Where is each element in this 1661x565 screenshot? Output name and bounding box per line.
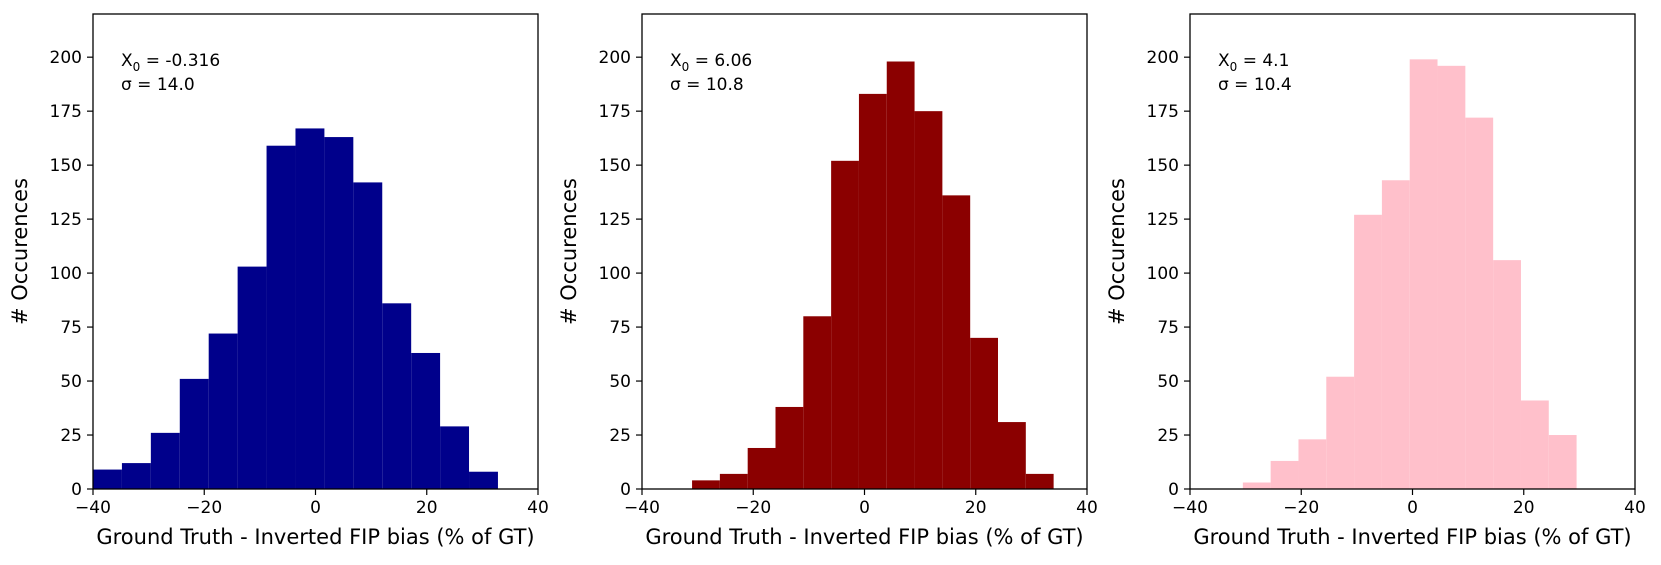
y-tick-label: 200 [1147,48,1179,68]
histogram-bar [1298,439,1327,489]
y-tick-label: 200 [599,48,631,68]
y-tick-label: 50 [60,372,82,392]
annotation-x0: X0 = 6.06 [670,51,752,74]
y-tick-label: 75 [609,318,631,338]
x-tick-label: −20 [186,498,222,518]
x-tick-label: −20 [1283,498,1319,518]
histogram-bar [1520,400,1549,489]
y-tick-label: 100 [50,264,82,284]
histogram-bar [747,447,776,489]
y-tick-label: 0 [620,480,631,500]
y-tick-label: 0 [1168,480,1179,500]
y-tick-label: 50 [1157,372,1179,392]
x-tick-label: 40 [527,498,549,518]
histogram-bar [237,266,267,489]
y-tick-label: 150 [599,156,631,176]
y-tick-label: 25 [1157,426,1179,446]
histogram-bar [382,303,412,489]
y-tick-label: 100 [1147,264,1179,284]
y-tick-label: 100 [599,264,631,284]
histogram-bar [1409,59,1438,489]
histogram-bar [1242,482,1271,489]
annotation-sigma: σ = 10.8 [670,75,744,95]
histogram-bar [324,137,354,489]
x-tick-label: −40 [1172,498,1208,518]
annotation-x0: X0 = -0.316 [121,51,220,74]
histogram-bar [179,378,209,489]
histogram-bar [719,473,748,489]
histogram-bar [93,469,122,489]
histogram-bar [353,182,383,489]
histogram-bar [411,352,441,489]
y-axis-label: # Occurences [1105,178,1129,325]
histogram-panel-2: −40 −20 0 20 40 0 25 50 75 100 125 150 175 200 Ground … [557,13,1098,549]
histogram-bar [942,195,971,489]
y-tick-label: 200 [50,48,82,68]
y-tick-label: 175 [50,102,82,122]
histogram-bar [150,432,180,489]
histogram-bar [1025,473,1054,489]
histogram-bar [1465,117,1494,490]
y-tick-label: 125 [1147,210,1179,230]
x-tick-label: 40 [1624,498,1646,518]
histogram-bar [914,111,943,489]
histogram-bar [692,480,720,489]
x-tick-label: 20 [1513,498,1535,518]
y-tick-label: 25 [60,426,82,446]
y-tick-label: 0 [71,480,82,500]
histogram-bar [1381,180,1410,489]
histogram-bar [831,160,859,489]
histogram-bar [858,93,887,490]
histogram-bar [970,337,998,489]
x-tick-label: 20 [965,498,987,518]
x-tick-label: −40 [75,498,111,518]
x-tick-label: 0 [1407,498,1418,518]
annotation-sigma: σ = 10.4 [1218,75,1292,95]
y-tick-label: 50 [609,372,631,392]
histogram-bar [469,471,498,489]
y-tick-label: 175 [1147,102,1179,122]
histogram-bar [775,406,804,489]
histogram-bar [1270,460,1299,489]
histogram-bar [295,128,325,489]
y-tick-label: 150 [1147,156,1179,176]
x-tick-label: 20 [416,498,438,518]
y-tick-label: 125 [599,210,631,230]
annotation-x0: X0 = 4.1 [1218,51,1289,74]
y-tick-label: 175 [599,102,631,122]
histogram-bar [121,463,151,489]
y-axis-label: # Occurences [557,178,581,325]
y-tick-label: 150 [50,156,82,176]
histogram-bar [1548,435,1577,489]
histogram-bar [440,426,470,489]
annotation-sigma: σ = 14.0 [121,75,195,95]
y-tick-label: 75 [60,318,82,338]
x-tick-label: 0 [859,498,870,518]
x-axis-label: Ground Truth - Inverted FIP bias (% of G… [1193,525,1631,549]
histogram-panel-1: −40 −20 0 20 40 0 25 50 75 100 125 150 175 200 Ground … [8,13,549,549]
y-axis-label: # Occurences [8,178,32,325]
x-axis-label: Ground Truth - Inverted FIP bias (% of G… [96,525,534,549]
histogram-bar [266,145,296,490]
histogram-bar [998,422,1026,489]
histogram-bar [1493,260,1521,489]
y-tick-label: 75 [1157,318,1179,338]
histogram-panel-3: −40 −20 0 20 40 0 25 50 75 100 125 150 175 200 Ground … [1105,13,1646,549]
histogram-bar [803,316,832,489]
histogram-bar [886,61,915,489]
x-tick-label: 40 [1076,498,1098,518]
histogram-bar [1354,214,1382,489]
y-tick-label: 125 [50,210,82,230]
y-tick-label: 25 [609,426,631,446]
x-axis-label: Ground Truth - Inverted FIP bias (% of G… [645,525,1083,549]
histogram-bar [1326,376,1355,489]
x-tick-label: 0 [310,498,321,518]
x-tick-label: −40 [624,498,660,518]
histogram-bar [1437,65,1466,490]
x-tick-label: −20 [735,498,771,518]
histogram-bar [208,333,238,489]
